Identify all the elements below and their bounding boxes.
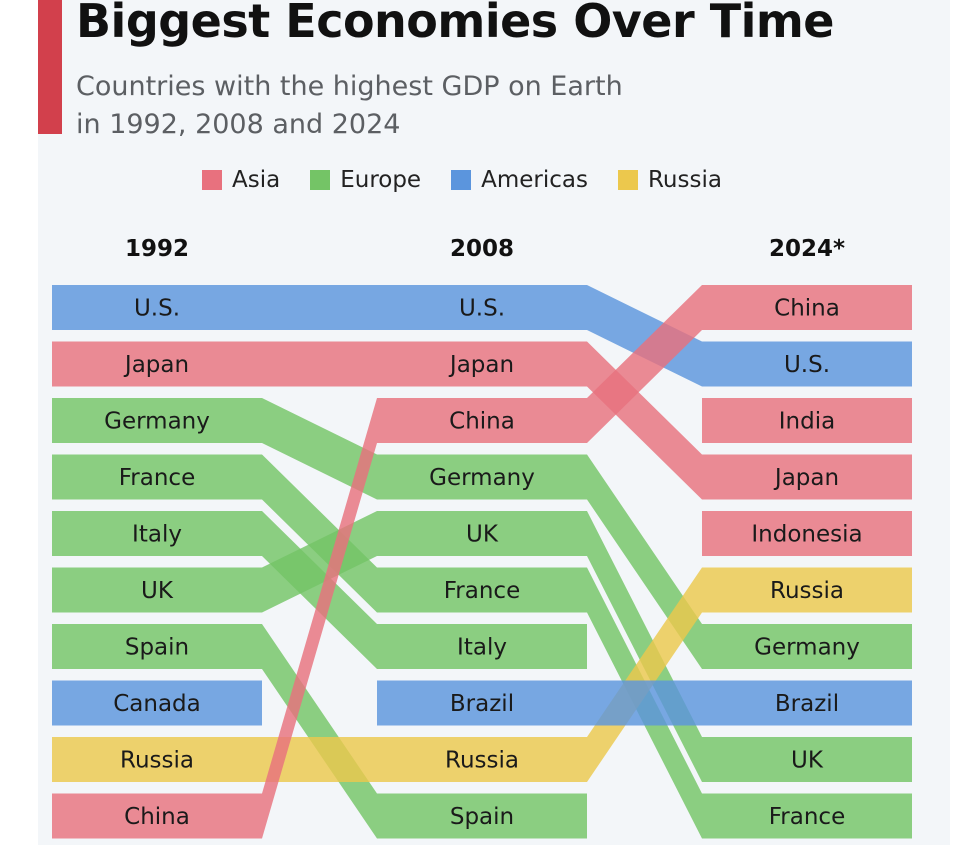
ribbon-spain xyxy=(52,624,587,839)
ribbon-uk xyxy=(52,511,912,782)
legend-item-americas: Americas xyxy=(451,167,588,193)
label-2008-uk: UK xyxy=(466,522,499,548)
year-header-2008: 2008 xyxy=(450,236,514,262)
label-2024-china: China xyxy=(774,296,840,322)
subtitle-line-1: Countries with the highest GDP on Earth xyxy=(76,71,623,102)
label-2024-france: France xyxy=(769,804,845,830)
label-1992-u-s: U.S. xyxy=(134,296,180,322)
label-1992-canada: Canada xyxy=(113,691,201,717)
legend: Asia Europe Americas Russia xyxy=(202,162,722,198)
label-1992-france: France xyxy=(119,465,195,491)
year-header-1992: 1992 xyxy=(125,236,189,262)
label-2024-uk: UK xyxy=(791,748,824,774)
ribbon-layer xyxy=(52,285,912,839)
chart-title: Biggest Economies Over Time xyxy=(76,0,834,48)
label-2024-japan: Japan xyxy=(773,465,839,491)
ribbon-italy xyxy=(52,511,587,669)
legend-swatch-americas xyxy=(451,170,472,190)
label-2008-france: France xyxy=(444,578,520,604)
label-2008-china: China xyxy=(449,409,515,435)
legend-label-asia: Asia xyxy=(232,167,281,193)
legend-swatch-russia xyxy=(617,170,638,190)
legend-item-europe: Europe xyxy=(310,167,421,193)
label-2024-brazil: Brazil xyxy=(775,691,839,717)
ribbon-japan xyxy=(52,341,912,500)
ribbon-germany xyxy=(52,398,912,669)
year-header-layer: 1992 2008 2024* xyxy=(125,236,845,262)
ribbon-indonesia xyxy=(702,511,912,556)
accent-bar xyxy=(38,0,62,134)
ribbon-india xyxy=(702,398,912,443)
label-2008-germany: Germany xyxy=(429,465,535,491)
label-2024-u-s: U.S. xyxy=(784,352,830,378)
label-2024-indonesia: Indonesia xyxy=(751,522,862,548)
label-1992-spain: Spain xyxy=(125,635,189,661)
ribbon-russia xyxy=(52,567,912,782)
label-1992-russia: Russia xyxy=(120,748,194,774)
label-2024-russia: Russia xyxy=(770,578,844,604)
label-layer: U.S. Japan Germany France Italy UK Spain Canada… xyxy=(104,296,862,831)
label-2008-russia: Russia xyxy=(445,748,519,774)
legend-swatch-europe xyxy=(310,170,331,190)
ribbon-canada xyxy=(52,680,262,726)
label-2008-u-s: U.S. xyxy=(459,296,505,322)
label-1992-japan: Japan xyxy=(123,352,189,378)
label-2024-india: India xyxy=(779,409,835,435)
label-2008-brazil: Brazil xyxy=(450,691,514,717)
label-2024-germany: Germany xyxy=(754,635,860,661)
legend-item-russia: Russia xyxy=(617,167,722,193)
label-2008-spain: Spain xyxy=(450,804,514,830)
legend-swatch-asia xyxy=(202,170,222,190)
subtitle-line-2: in 1992, 2008 and 2024 xyxy=(76,109,401,140)
label-2008-japan: Japan xyxy=(448,352,514,378)
legend-label-europe: Europe xyxy=(340,167,422,193)
legend-item-asia: Asia xyxy=(202,167,280,193)
ribbon-france xyxy=(52,454,912,839)
legend-label-americas: Americas xyxy=(481,167,588,193)
year-header-2024: 2024* xyxy=(769,236,845,262)
ribbon-brazil xyxy=(377,680,912,726)
chart-subtitle: Countries with the highest GDP on Earth i… xyxy=(76,68,716,144)
legend-label-russia: Russia xyxy=(647,167,722,193)
label-2008-italy: Italy xyxy=(457,635,507,661)
label-1992-china: China xyxy=(124,804,190,830)
label-1992-germany: Germany xyxy=(104,409,210,435)
ribbon-u-s xyxy=(52,285,912,387)
label-1992-uk: UK xyxy=(141,578,174,604)
label-1992-italy: Italy xyxy=(132,522,182,548)
